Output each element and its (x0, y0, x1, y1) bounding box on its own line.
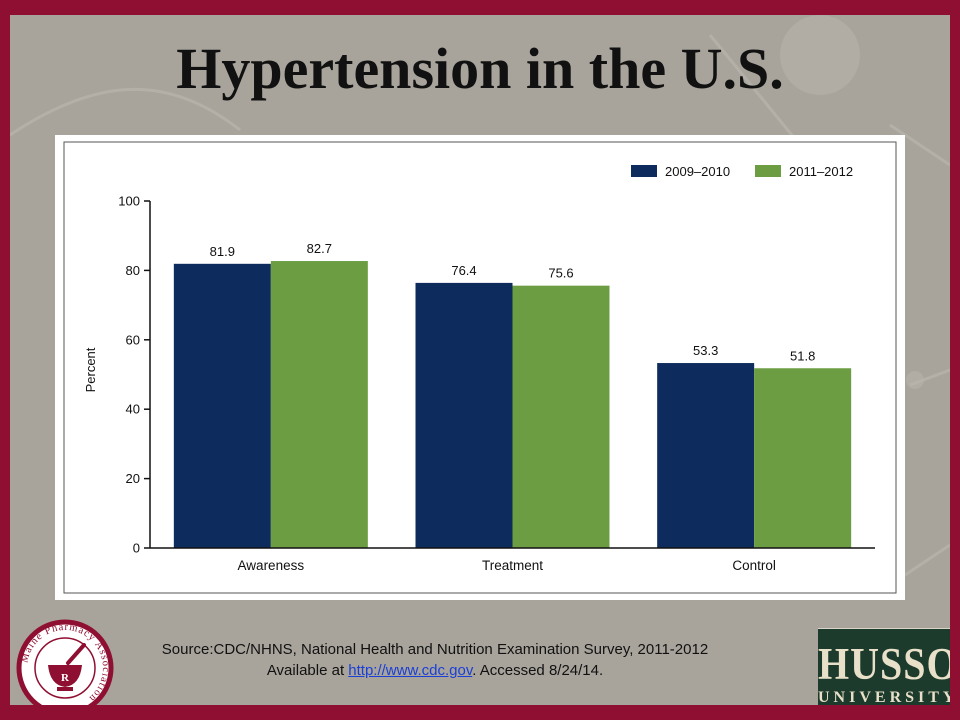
maine-pharmacy-association-logo: Maine Pharmacy Association R (16, 619, 114, 705)
y-tick-label: 40 (126, 402, 140, 417)
background-decoration (10, 15, 950, 577)
legend: 2009–2010 2011–2012 (631, 164, 853, 179)
bar-treatment-series-2 (512, 285, 610, 548)
y-tick-label: 100 (118, 194, 140, 209)
chart-panel: 2009–2010 2011–2012 0 20 40 60 80 100 81.9 82.7… (55, 135, 905, 600)
x-axis: Awareness Treatment Control (150, 547, 875, 573)
x-tick-label: Control (732, 558, 776, 573)
bar-awareness-series-2 (270, 261, 368, 548)
x-tick-label: Awareness (238, 558, 305, 573)
y-axis-label: Percent (83, 347, 98, 392)
bars: 81.9 82.7 76.4 75.6 53.3 51.8 (173, 241, 852, 548)
data-label: 76.4 (451, 263, 476, 278)
y-tick-label: 0 (133, 541, 140, 556)
bar-chart: 2009–2010 2011–2012 0 20 40 60 80 100 81.9 82.7… (63, 141, 897, 594)
data-label: 51.8 (790, 348, 815, 363)
husson-university-logo: HUSSON UNIVERSITY (818, 628, 950, 705)
data-label: 82.7 (307, 241, 332, 256)
bar-control-series-2 (754, 368, 852, 548)
mortar-pestle-icon: R (48, 643, 86, 691)
legend-swatch (631, 165, 657, 177)
source-suffix: . Accessed 8/24/14. (472, 662, 604, 679)
data-label: 75.6 (548, 266, 573, 281)
cdc-link[interactable]: http://www.cdc.gov (348, 662, 473, 679)
x-tick-label: Treatment (482, 558, 543, 573)
data-label: 53.3 (693, 343, 718, 358)
source-citation: Source:CDC/NHNS, National Health and Nut… (125, 639, 745, 681)
y-tick-label: 20 (126, 471, 140, 486)
legend-label: 2011–2012 (789, 164, 853, 179)
legend-swatch (755, 165, 781, 177)
legend-label: 2009–2010 (665, 164, 730, 179)
y-tick-label: 60 (126, 332, 140, 347)
slide: Hypertension in the U.S. 2009–2010 2011–2… (10, 15, 950, 705)
y-axis: 0 20 40 60 80 100 (118, 194, 151, 556)
data-label: 81.9 (210, 244, 235, 259)
source-line-2: Available at http://www.cdc.gov. Accesse… (125, 660, 745, 681)
slide-title: Hypertension in the U.S. (176, 36, 784, 101)
source-line-1: Source:CDC/NHNS, National Health and Nut… (161, 641, 709, 658)
bar-control-series-1 (657, 363, 755, 548)
y-tick-label: 80 (126, 263, 140, 278)
bar-treatment-series-1 (415, 282, 513, 548)
husson-university: UNIVERSITY (818, 689, 950, 705)
svg-text:R: R (61, 672, 70, 684)
chart-border (63, 141, 897, 594)
source-prefix: Available at (266, 662, 349, 679)
husson-name: HUSSON (818, 637, 950, 690)
bar-awareness-series-1 (173, 263, 271, 548)
